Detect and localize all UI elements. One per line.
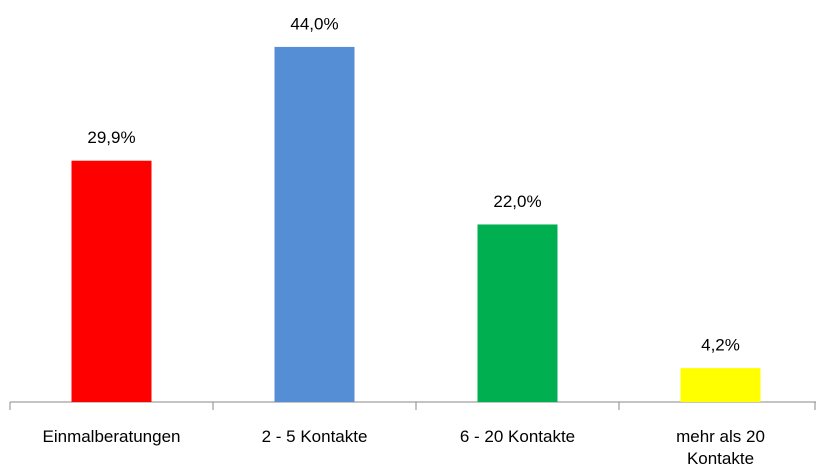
bar: [680, 368, 761, 402]
value-label: 29,9%: [87, 128, 135, 147]
value-label: 4,2%: [701, 336, 740, 355]
x-tick-label: 2 - 5 Kontakte: [261, 427, 368, 446]
x-tick-label: mehr als 20 Kontakte: [676, 427, 765, 468]
x-tick-label: 6 - 20 Kontakte: [459, 427, 576, 446]
x-tick-label: Einmalberatungen: [42, 427, 181, 446]
value-label: 44,0%: [290, 14, 338, 33]
bar: [477, 224, 558, 402]
bar: [274, 46, 355, 403]
bar: [71, 160, 152, 402]
value-label: 22,0%: [493, 192, 541, 211]
